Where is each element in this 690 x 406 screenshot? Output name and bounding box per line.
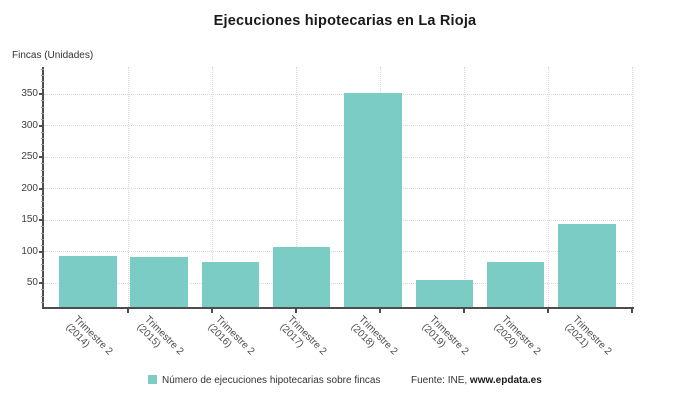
x-axis-line [42, 307, 634, 309]
plot-area [42, 67, 634, 309]
y-minor-tick [41, 131, 44, 133]
y-major-tick [39, 156, 44, 159]
bar[interactable] [272, 246, 331, 307]
y-gridline [44, 251, 632, 253]
y-gridline [44, 219, 632, 221]
x-gridline [295, 67, 297, 307]
y-gridline [44, 188, 632, 190]
x-tick [211, 309, 213, 313]
y-minor-tick [41, 226, 44, 228]
y-minor-tick [41, 75, 44, 77]
y-minor-tick [41, 169, 44, 171]
y-minor-tick [41, 144, 44, 146]
x-tick [463, 309, 465, 313]
y-minor-tick [41, 245, 44, 247]
y-minor-tick [41, 238, 44, 240]
y-minor-tick [41, 112, 44, 114]
bar[interactable] [201, 261, 260, 307]
y-minor-tick [41, 194, 44, 196]
source-prefix: Fuente: INE, [411, 375, 470, 386]
y-minor-tick [41, 232, 44, 234]
y-major-tick [39, 187, 44, 190]
y-minor-tick [41, 138, 44, 140]
x-category-label: Trimestre 2 (2015) [134, 314, 185, 365]
y-major-tick [39, 250, 44, 253]
y-minor-tick [41, 213, 44, 215]
x-gridline [211, 67, 213, 307]
y-minor-tick [41, 119, 44, 121]
y-minor-tick [41, 87, 44, 89]
y-minor-tick [41, 100, 44, 102]
x-gridline [463, 67, 465, 307]
y-tick-label: 200 [21, 182, 38, 194]
y-tick-label: 50 [26, 277, 38, 289]
x-gridline [127, 67, 129, 307]
bar[interactable] [415, 279, 473, 307]
y-minor-tick [41, 106, 44, 108]
bar[interactable] [130, 256, 188, 307]
x-tick [631, 309, 633, 313]
legend: Número de ejecuciones hipotecarias sobre… [148, 375, 380, 386]
x-category-label: Trimestre 2 (2018) [348, 314, 399, 365]
source-link[interactable]: www.epdata.es [469, 375, 542, 386]
y-minor-tick [41, 163, 44, 165]
bar[interactable] [59, 255, 117, 307]
y-gridline [44, 125, 632, 127]
legend-label: Número de ejecuciones hipotecarias sobre… [162, 375, 381, 386]
x-category-label: Trimestre 2 (2021) [562, 314, 613, 365]
y-gridline [44, 282, 632, 284]
y-minor-tick [41, 264, 44, 266]
y-minor-tick [41, 295, 44, 297]
chart-title: Ejecuciones hipotecarias en La Rioja [213, 13, 477, 29]
y-minor-tick [41, 289, 44, 291]
y-tick-label: 150 [21, 214, 38, 226]
legend-swatch-icon [148, 375, 157, 384]
x-tick [379, 309, 381, 313]
x-category-label: Trimestre 2 (2020) [491, 314, 542, 365]
x-tick [547, 309, 549, 313]
y-minor-tick [41, 257, 44, 259]
x-category-label: Trimestre 2 (2017) [277, 314, 328, 365]
x-tick [295, 309, 297, 313]
y-axis-title: Fincas (Unidades) [12, 50, 94, 61]
bar[interactable] [558, 223, 616, 307]
y-minor-tick [41, 270, 44, 272]
y-minor-tick [41, 276, 44, 278]
y-major-tick [39, 124, 44, 127]
y-tick-label: 100 [21, 245, 38, 257]
y-tick-label: 350 [21, 88, 38, 100]
y-minor-tick [41, 301, 44, 303]
y-minor-tick [41, 201, 44, 203]
y-minor-tick [41, 68, 44, 70]
y-tick-label: 250 [21, 151, 38, 163]
x-category-label: Trimestre 2 (2019) [420, 314, 471, 365]
source-attribution: Fuente: INE, www.epdata.es [411, 375, 542, 386]
x-gridline [631, 67, 633, 307]
y-tick-label: 300 [21, 119, 38, 131]
x-category-label: Trimestre 2 (2016) [206, 314, 257, 365]
y-minor-tick [41, 182, 44, 184]
y-minor-tick [41, 207, 44, 209]
y-gridline [44, 156, 632, 158]
y-major-tick [39, 219, 44, 222]
y-major-tick [39, 93, 44, 96]
y-minor-tick [41, 150, 44, 152]
x-tick [127, 309, 129, 313]
x-category-label: Trimestre 2 (2014) [63, 314, 114, 365]
y-gridline [44, 93, 632, 95]
y-minor-tick [41, 81, 44, 83]
bar[interactable] [486, 261, 545, 307]
bar[interactable] [344, 93, 402, 307]
x-gridline [547, 67, 549, 307]
y-major-tick [39, 282, 44, 285]
y-minor-tick [41, 175, 44, 177]
